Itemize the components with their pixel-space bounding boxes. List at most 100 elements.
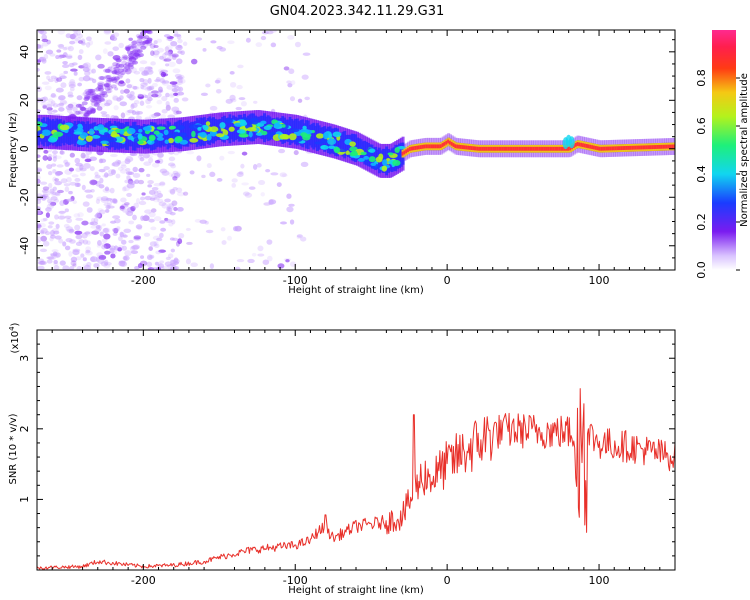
spectrogram-noise-speck (124, 202, 130, 206)
spectrogram-noise-speck (165, 100, 170, 107)
spectrogram-blob (293, 138, 303, 142)
spectrogram-noise-speck (143, 232, 151, 237)
spectrogram-noise-speck (62, 241, 67, 247)
spectrogram-blob (357, 158, 365, 162)
x-tick-label: -200 (131, 274, 156, 287)
spectrogram-band-cell (188, 122, 192, 144)
spectrogram-noise-speck (103, 263, 111, 269)
spectrogram-noise-speck (247, 258, 255, 264)
spectrogram-noise-speck (102, 188, 111, 193)
spectrogram-blob (263, 125, 272, 131)
spectrogram-noise-speck (46, 203, 54, 210)
spectrogram-noise-speck (44, 71, 52, 75)
spectrogram-noise-speck (123, 256, 128, 261)
spectrogram-band-cell (321, 127, 325, 150)
spectrogram-blob (270, 131, 276, 135)
spectrogram-noise-speck (42, 190, 47, 195)
spectrogram-blob (199, 131, 207, 138)
spectrogram-noise-speck (37, 206, 42, 212)
spectrogram-noise-speck (167, 207, 173, 212)
spectrogram-noise-speck (129, 245, 136, 252)
spectrogram-blob (164, 139, 169, 144)
spectrogram-noise-speck (96, 106, 103, 111)
spectrogram-noise-speck (133, 235, 142, 240)
spectrogram-noise-speck (280, 221, 287, 225)
spectrogram-noise-speck (238, 171, 244, 175)
spectrogram-noise-speck (72, 106, 78, 113)
spectrogram-noise-speck (158, 249, 167, 253)
spectrogram-core-cell (425, 144, 429, 149)
x-tick-label: 0 (444, 274, 451, 287)
snr-axis-ticks: -200 -100 0 100 1 2 3 (18, 330, 675, 587)
spectrogram-noise-speck (124, 179, 130, 184)
spectrogram-noise-speck (142, 79, 149, 85)
spectrogram-noise-speck (47, 98, 53, 102)
spectrogram-noise-speck (200, 92, 208, 97)
spectrogram-noise-speck (190, 262, 198, 268)
spectrogram-noise-speck (56, 104, 64, 108)
spectrogram-noise-speck (101, 244, 107, 250)
spectrogram-noise-speck (102, 174, 109, 178)
spectrogram-noise-speck (125, 57, 132, 62)
spectrogram-core-cell (574, 142, 578, 147)
spectrogram-noise-speck (105, 74, 112, 79)
spectrogram-noise-speck (164, 46, 170, 53)
spectrogram-band-cell (195, 117, 199, 147)
spectrogram-blob (100, 140, 109, 145)
spectrogram-noise-speck (40, 218, 47, 223)
spectrogram-noise-speck (104, 261, 112, 266)
spectrogram-noise-speck (74, 111, 81, 116)
spectrogram-noise-speck (117, 166, 124, 171)
spectrogram-noise-speck (173, 84, 179, 89)
spectrogram-noise-speck (115, 159, 120, 166)
spectrogram-noise-speck (93, 175, 102, 180)
spectrogram-noise-speck (177, 86, 184, 92)
spectrogram-noise-speck (112, 95, 119, 101)
spectrogram-band-cell (197, 119, 201, 145)
spectrogram-core-cell (549, 146, 553, 151)
spectrogram-band-cell (93, 122, 97, 148)
spectrogram-noise-speck (149, 241, 157, 247)
spectrogram-noise-speck (109, 198, 116, 203)
spectrogram-band-cell (71, 123, 75, 144)
spectrogram-noise-speck (132, 166, 138, 173)
spectrogram-noise-speck (168, 172, 173, 177)
spectrogram-noise-speck (135, 198, 140, 204)
spectrogram-noise-speck (72, 249, 80, 256)
spectrogram-noise-speck (165, 104, 171, 111)
spectrogram-core-cell (458, 144, 462, 149)
spectrogram-core-cell (534, 146, 538, 151)
spectrogram-noise-speck (186, 150, 195, 155)
colorbar-tick-label: 0.2 (695, 213, 708, 231)
spectrogram-noise-speck (122, 207, 128, 213)
spectrogram-noise-speck (151, 267, 159, 270)
spectrogram-noise-speck (112, 161, 121, 167)
spectrogram-band-cell (153, 122, 157, 150)
spectrogram-noise-speck (95, 257, 100, 263)
spectrogram-noise-speck (151, 187, 159, 191)
spectrogram-noise-speck (77, 33, 84, 39)
spectrogram-noise-speck (71, 33, 77, 38)
spectrogram-noise-speck (252, 164, 258, 170)
spectrogram-noise-speck (164, 261, 173, 267)
spectrogram-band-cell (119, 122, 123, 149)
spectrogram-core-cell (662, 144, 666, 149)
spectrogram-core-cell (667, 144, 671, 149)
spectrogram-blob (261, 130, 268, 136)
spectrogram-noise-speck (44, 231, 51, 236)
spectrogram-noise-speck (57, 43, 65, 48)
spectrogram-noise-speck (76, 95, 83, 101)
spectrogram-noise-speck (77, 40, 84, 44)
spectrogram-noise-speck (101, 113, 108, 118)
spectrogram-noise-speck (237, 64, 244, 69)
spectrogram-noise-speck (132, 39, 138, 45)
spectrogram-noise-speck (117, 245, 124, 251)
spectrogram-noise-speck (57, 215, 66, 220)
spectrogram-noise-speck (131, 245, 139, 250)
spectrogram-noise-speck (110, 36, 118, 42)
spectrogram-noise-speck (140, 215, 145, 221)
spectrogram-noise-speck (64, 245, 71, 251)
spectrogram-noise-speck (175, 110, 182, 115)
spectrogram-noise-speck (37, 210, 42, 215)
